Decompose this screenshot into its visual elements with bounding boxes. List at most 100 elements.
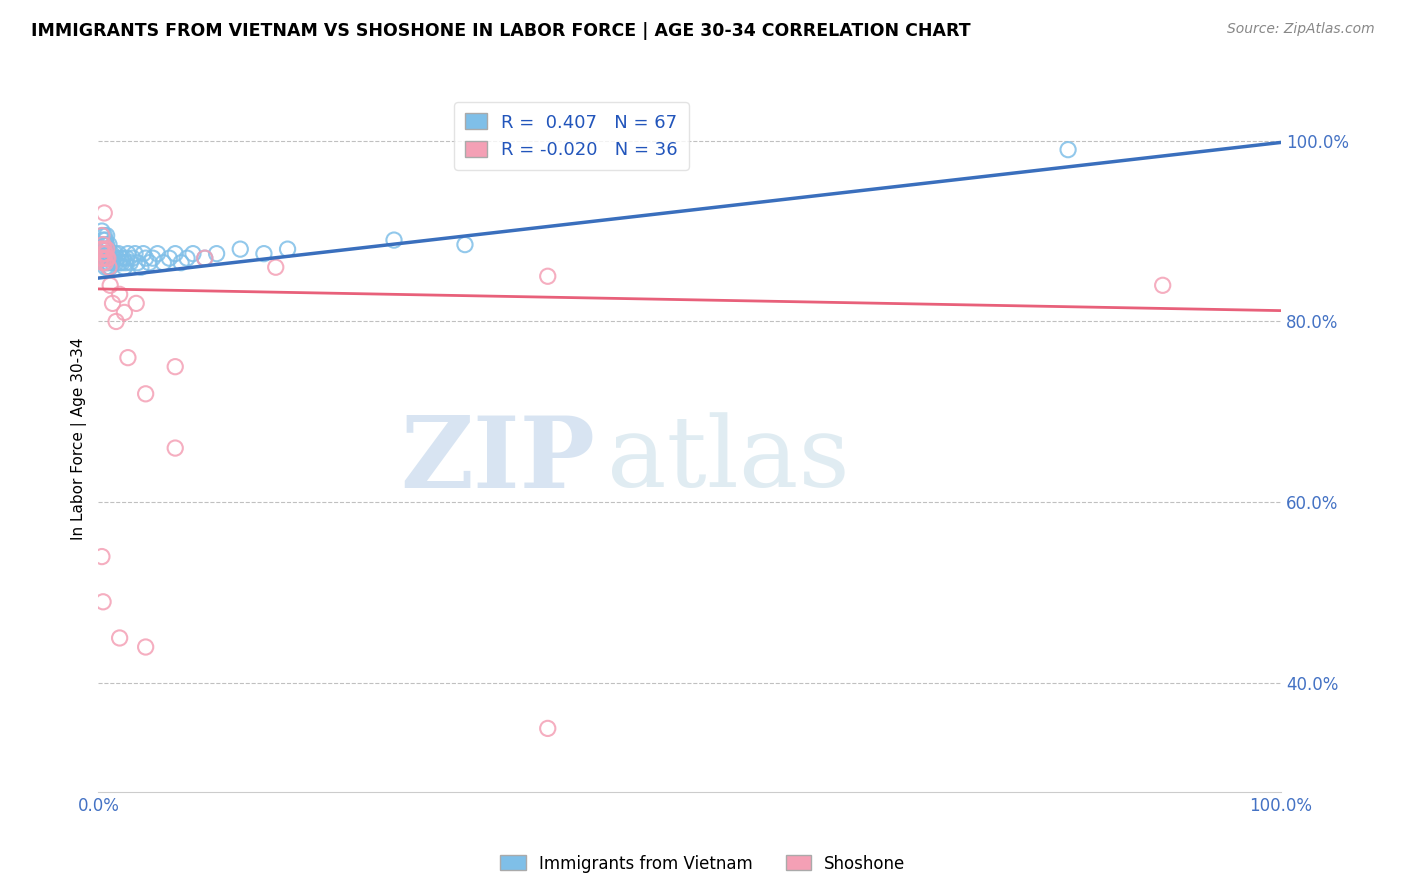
Point	[93, 228, 115, 243]
Point	[90, 228, 112, 243]
Point	[108, 256, 131, 270]
Point	[170, 256, 193, 270]
Point	[120, 256, 142, 270]
Point	[135, 640, 157, 654]
Point	[112, 305, 135, 319]
Point	[112, 260, 135, 275]
Point	[253, 246, 276, 260]
Point	[91, 256, 114, 270]
Point	[108, 631, 131, 645]
Point	[125, 296, 148, 310]
Point	[165, 246, 187, 260]
Text: IMMIGRANTS FROM VIETNAM VS SHOSHONE IN LABOR FORCE | AGE 30-34 CORRELATION CHART: IMMIGRANTS FROM VIETNAM VS SHOSHONE IN L…	[31, 22, 970, 40]
Point	[110, 251, 132, 265]
Point	[94, 246, 117, 260]
Point	[117, 246, 139, 260]
Point	[135, 386, 157, 401]
Point	[96, 228, 118, 243]
Point	[93, 206, 115, 220]
Point	[93, 251, 115, 265]
Point	[98, 256, 121, 270]
Point	[93, 246, 115, 260]
Point	[98, 260, 121, 275]
Point	[121, 251, 143, 265]
Point	[537, 722, 560, 736]
Point	[90, 549, 112, 564]
Point	[97, 251, 120, 265]
Point	[124, 246, 146, 260]
Point	[115, 251, 138, 265]
Point	[152, 256, 174, 270]
Point	[112, 251, 135, 265]
Point	[98, 260, 121, 275]
Point	[165, 441, 187, 455]
Point	[93, 256, 115, 270]
Point	[100, 246, 122, 260]
Point	[93, 237, 115, 252]
Point	[176, 251, 198, 265]
Point	[91, 246, 114, 260]
Point	[90, 251, 112, 265]
Legend: Immigrants from Vietnam, Shoshone: Immigrants from Vietnam, Shoshone	[494, 848, 912, 880]
Point	[91, 595, 114, 609]
Point	[537, 269, 560, 284]
Point	[103, 251, 125, 265]
Point	[97, 251, 120, 265]
Point	[454, 237, 477, 252]
Point	[96, 251, 118, 265]
Point	[138, 256, 160, 270]
Point	[382, 233, 405, 247]
Point	[165, 359, 187, 374]
Point	[90, 242, 112, 256]
Point	[97, 260, 120, 275]
Point	[157, 251, 180, 265]
Point	[101, 256, 124, 270]
Point	[129, 260, 152, 275]
Point	[98, 246, 121, 260]
Point	[96, 242, 118, 256]
Point	[90, 228, 112, 243]
Point	[94, 256, 117, 270]
Point	[94, 260, 117, 275]
Point	[277, 242, 299, 256]
Point	[90, 242, 112, 256]
Y-axis label: In Labor Force | Age 30-34: In Labor Force | Age 30-34	[72, 338, 87, 541]
Point	[91, 237, 114, 252]
Point	[98, 251, 121, 265]
Text: atlas: atlas	[607, 412, 849, 508]
Point	[105, 314, 128, 328]
Point	[108, 287, 131, 301]
Point	[114, 256, 136, 270]
Point	[98, 278, 121, 293]
Point	[127, 256, 149, 270]
Point	[132, 246, 155, 260]
Point	[194, 251, 217, 265]
Point	[93, 242, 115, 256]
Point	[181, 246, 204, 260]
Point	[94, 242, 117, 256]
Point	[101, 296, 124, 310]
Point	[94, 251, 117, 265]
Point	[90, 251, 112, 265]
Point	[96, 246, 118, 260]
Point	[1152, 278, 1174, 293]
Point	[229, 242, 252, 256]
Point	[194, 251, 217, 265]
Point	[90, 224, 112, 238]
Point	[117, 351, 139, 365]
Point	[90, 251, 112, 265]
Legend: R =  0.407   N = 67, R = -0.020   N = 36: R = 0.407 N = 67, R = -0.020 N = 36	[454, 103, 689, 169]
Point	[146, 246, 169, 260]
Point	[97, 242, 120, 256]
Point	[96, 256, 118, 270]
Point	[111, 256, 134, 270]
Point	[107, 246, 129, 260]
Point	[105, 256, 128, 270]
Point	[90, 246, 112, 260]
Point	[142, 251, 165, 265]
Point	[91, 251, 114, 265]
Point	[104, 246, 127, 260]
Point	[105, 251, 128, 265]
Point	[90, 237, 112, 252]
Point	[94, 233, 117, 247]
